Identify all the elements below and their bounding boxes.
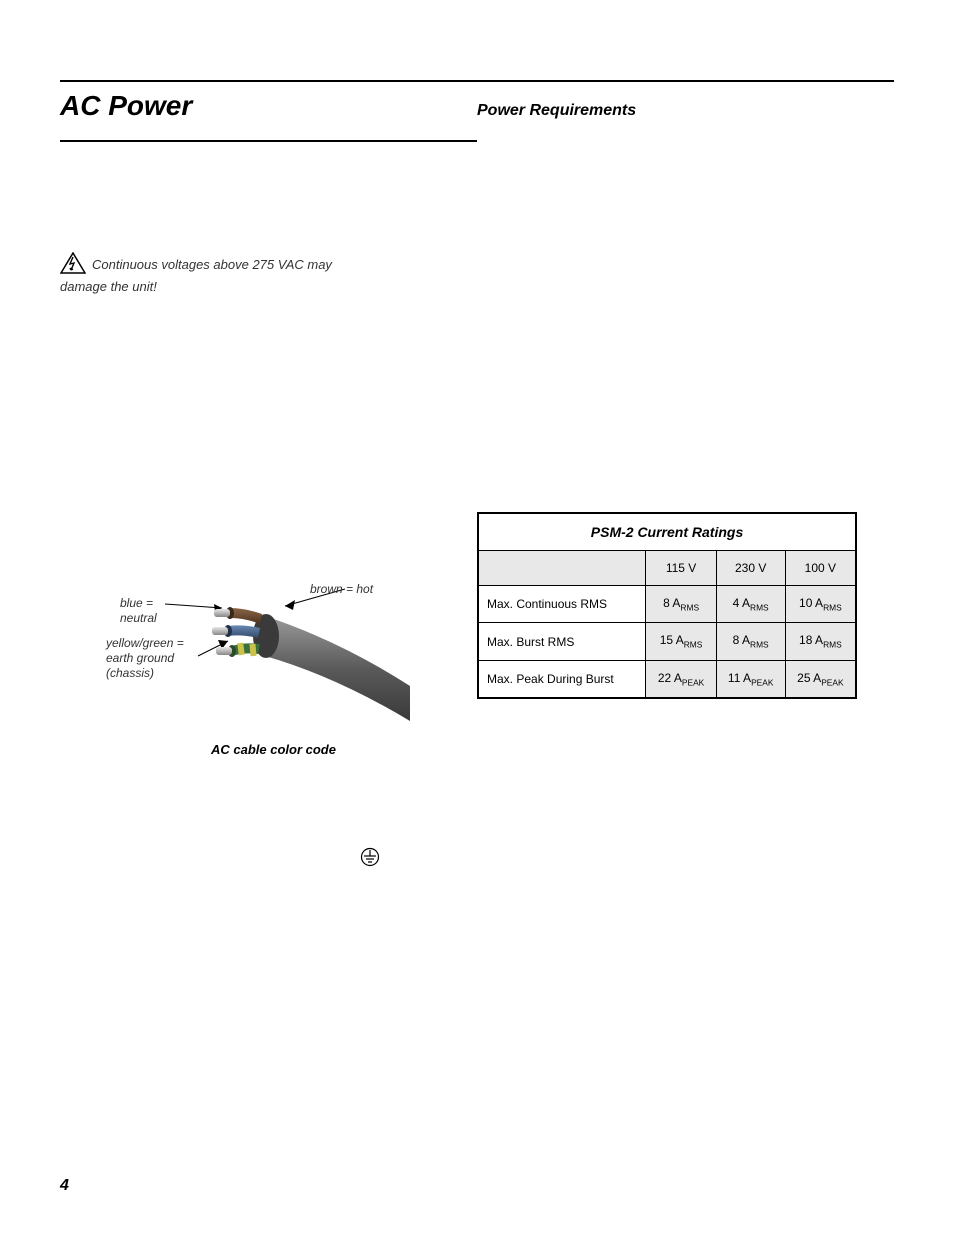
table-row-label: Max. Burst RMS: [478, 623, 646, 660]
shock-warning-icon: [60, 252, 86, 279]
figure-label-yellowgreen: yellow/green =earth ground(chassis): [106, 636, 184, 681]
section-title: AC Power: [60, 90, 477, 122]
table-row: Max. Burst RMS 15 ARMS 8 ARMS 18 ARMS: [478, 623, 856, 660]
table-header-blank: [478, 551, 646, 586]
warning-text-line2: damage the unit!: [60, 279, 157, 294]
header-top-rule: [60, 80, 894, 82]
ground-symbol-icon: [360, 847, 447, 872]
section-subtitle: Power Requirements: [477, 102, 894, 120]
table-row-label: Max. Peak During Burst: [478, 660, 646, 698]
table-row-label: Max. Continuous RMS: [478, 586, 646, 623]
table-row: Max. Peak During Burst 22 APEAK 11 APEAK…: [478, 660, 856, 698]
figure-caption: AC cable color code: [100, 742, 447, 757]
warning-text-line1: Continuous voltages above 275 VAC may: [92, 257, 332, 272]
table-cell: 4 ARMS: [716, 586, 785, 623]
table-cell: 10 ARMS: [785, 586, 856, 623]
table-row: Max. Continuous RMS 8 ARMS 4 ARMS 10 ARM…: [478, 586, 856, 623]
table-title: PSM-2 Current Ratings: [478, 513, 856, 551]
figure-label-blue: blue =neutral: [120, 596, 157, 626]
header-bottom-rule: [60, 140, 477, 142]
page-number: 4: [60, 1177, 69, 1195]
header-row: AC Power Power Requirements: [60, 90, 894, 122]
table-cell: 15 ARMS: [646, 623, 716, 660]
table-header-col: 230 V: [716, 551, 785, 586]
cable-figure: blue =neutral yellow/green =earth ground…: [60, 586, 447, 757]
warning-block: Continuous voltages above 275 VAC may da…: [60, 252, 447, 296]
table-cell: 8 ARMS: [716, 623, 785, 660]
table-header-col: 100 V: [785, 551, 856, 586]
table-cell: 22 APEAK: [646, 660, 716, 698]
table-cell: 18 ARMS: [785, 623, 856, 660]
table-header-col: 115 V: [646, 551, 716, 586]
table-cell: 25 APEAK: [785, 660, 856, 698]
current-ratings-table: PSM-2 Current Ratings 115 V 230 V 100 V …: [477, 512, 857, 699]
figure-label-brown: brown = hot: [310, 582, 373, 597]
table-cell: 8 ARMS: [646, 586, 716, 623]
table-cell: 11 APEAK: [716, 660, 785, 698]
